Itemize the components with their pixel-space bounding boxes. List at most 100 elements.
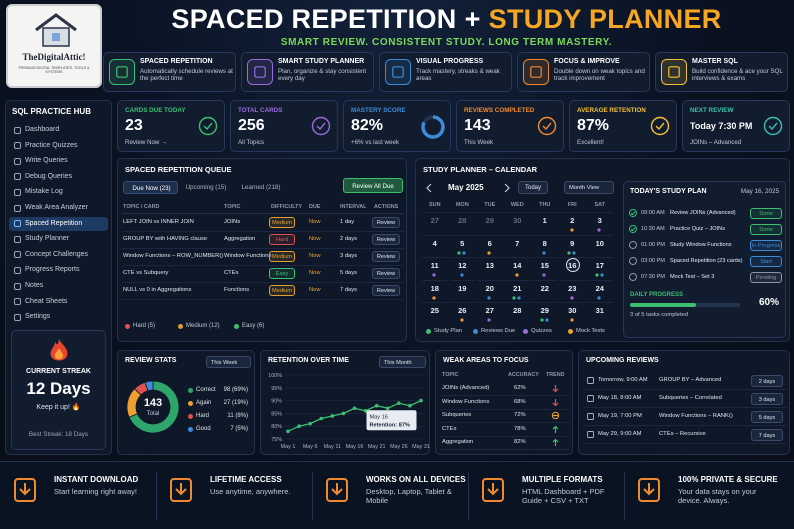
calendar-day[interactable]: 25 [422,302,448,322]
nav-item[interactable]: Study Planner [9,232,108,246]
calendar-day[interactable]: 27 [477,302,503,322]
view-dropdown[interactable]: Month View [564,181,614,194]
retention-point [408,403,412,408]
task-status[interactable]: Done [750,224,782,235]
kpi-icon [198,116,218,136]
review-all-button[interactable]: Review All Due [343,178,403,193]
icon-frame [247,59,273,85]
calendar-day[interactable]: 9 [559,234,585,255]
calendar-day[interactable]: 7 [504,234,530,255]
calendar-day[interactable]: 14 [504,257,530,277]
upcoming-due[interactable]: 3 days [751,393,783,405]
queue-row-divider [122,265,404,266]
calendar-day[interactable]: 17 [587,257,613,277]
today-button[interactable]: Today [518,181,548,194]
calendar-day[interactable]: 30 [559,302,585,322]
chart-filter[interactable]: This Month [379,356,426,368]
calendar-day[interactable]: 28 [449,212,475,232]
calendar-day[interactable]: 8 [532,234,558,255]
icon-glyph [392,66,404,78]
review-button[interactable]: Review [372,268,400,279]
nav-item[interactable]: Cheat Sheets [9,295,108,309]
calendar-day[interactable]: 21 [504,279,530,300]
nav-icon-shape [14,313,21,321]
nav-item[interactable]: Practice Quizzes [9,139,108,153]
calendar-day[interactable]: 31 [587,302,613,322]
nav-item[interactable]: Progress Reports [9,263,108,277]
nav-item[interactable]: Debug Queries [9,170,108,184]
nav-item[interactable]: Dashboard [9,123,108,137]
calendar-day[interactable]: 12 [449,257,475,277]
calendar-day[interactable]: 5 [449,234,475,255]
calendar-day[interactable]: 13 [477,257,503,277]
calendar-day[interactable]: 19 [449,279,475,300]
annotation-title: May 16 [370,414,388,420]
nav-item[interactable]: Settings [9,310,108,324]
calendar-day[interactable]: 24 [587,279,613,300]
upcoming-topic: Window Functions – RANK() [659,413,733,419]
upcoming-due[interactable]: 7 days [751,429,783,441]
footer-title: 100% PRIVATE & SECURE [678,475,778,484]
calendar-day[interactable]: 18 [422,279,448,300]
event-dots [515,273,519,277]
calendar-day[interactable]: 22 [532,279,558,300]
calendar-day[interactable]: 16 [559,257,585,277]
calendar-day[interactable]: 20 [477,279,503,300]
legend-label: Mock Tests [576,328,605,334]
calendar-day[interactable]: 4 [422,234,448,255]
nav-item[interactable]: Concept Challenges [9,248,108,262]
queue-cell: Now [309,219,321,225]
calendar-day[interactable]: 3 [587,212,613,232]
calendar-day[interactable]: 27 [422,212,448,232]
legend-label: Medium (12) [186,323,220,329]
nav-item[interactable]: Notes [9,279,108,293]
nav-item[interactable]: Weak Area Analyzer [9,201,108,215]
task-status[interactable]: Done [750,208,782,219]
queue-tab[interactable]: Upcoming (15) [181,181,231,194]
calendar-day[interactable]: 15 [532,257,558,277]
calendar-day[interactable]: 26 [449,302,475,322]
calendar-day[interactable]: 2 [559,212,585,232]
task-status[interactable]: Pending [750,272,782,283]
task-status[interactable]: In Progress [750,240,782,251]
event-dot [567,250,571,255]
review-button[interactable]: Review [372,217,400,228]
review-button[interactable]: Review [372,251,400,262]
event-dots [432,295,436,300]
calendar-day[interactable]: 23 [559,279,585,300]
stats-filter[interactable]: This Week [206,356,251,368]
icon-frame [661,59,687,85]
calendar-day[interactable]: 11 [422,257,448,277]
nav-item[interactable]: Mistake Log [9,185,108,199]
nav-item[interactable]: Write Queries [9,154,108,168]
feature-title: MASTER SQL [692,58,738,65]
upcoming-divider [583,425,787,426]
upcoming-divider [583,407,787,408]
study-plan: TODAY'S STUDY PLAN May 16, 2025 09:00 AM Re… [623,181,786,338]
queue-tab[interactable]: Learned (218) [234,181,288,194]
review-button[interactable]: Review [372,234,400,245]
calendar-day[interactable]: 29 [532,302,558,322]
queue-tab[interactable]: Due Now (23) [123,181,178,194]
weak-row-divider [440,422,570,423]
task-status[interactable]: Start [750,256,782,267]
calendar-day[interactable]: 6 [477,234,503,255]
calendar-day[interactable]: 10 [587,234,613,255]
upcoming-due[interactable]: 2 days [751,375,783,387]
legend-dot-shape [125,324,130,329]
review-button[interactable]: Review [372,285,400,296]
nav-icon-shape [14,142,21,150]
calendar-day[interactable]: 30 [504,212,530,232]
kpi-icon-glyph [655,122,665,131]
calendar-day[interactable]: 1 [532,212,558,232]
stats-value: 7 (5%) [230,426,248,432]
calendar-day[interactable]: 29 [477,212,503,232]
calendar-day[interactable]: 28 [504,302,530,322]
upcoming-due[interactable]: 5 days [751,411,783,423]
calendar-nav[interactable] [426,183,432,193]
nav-item[interactable]: Spaced Repetition [9,216,108,231]
icon-frame [385,59,411,85]
calendar-nav[interactable] [504,183,510,193]
weak-column: TOPIC [442,372,459,378]
